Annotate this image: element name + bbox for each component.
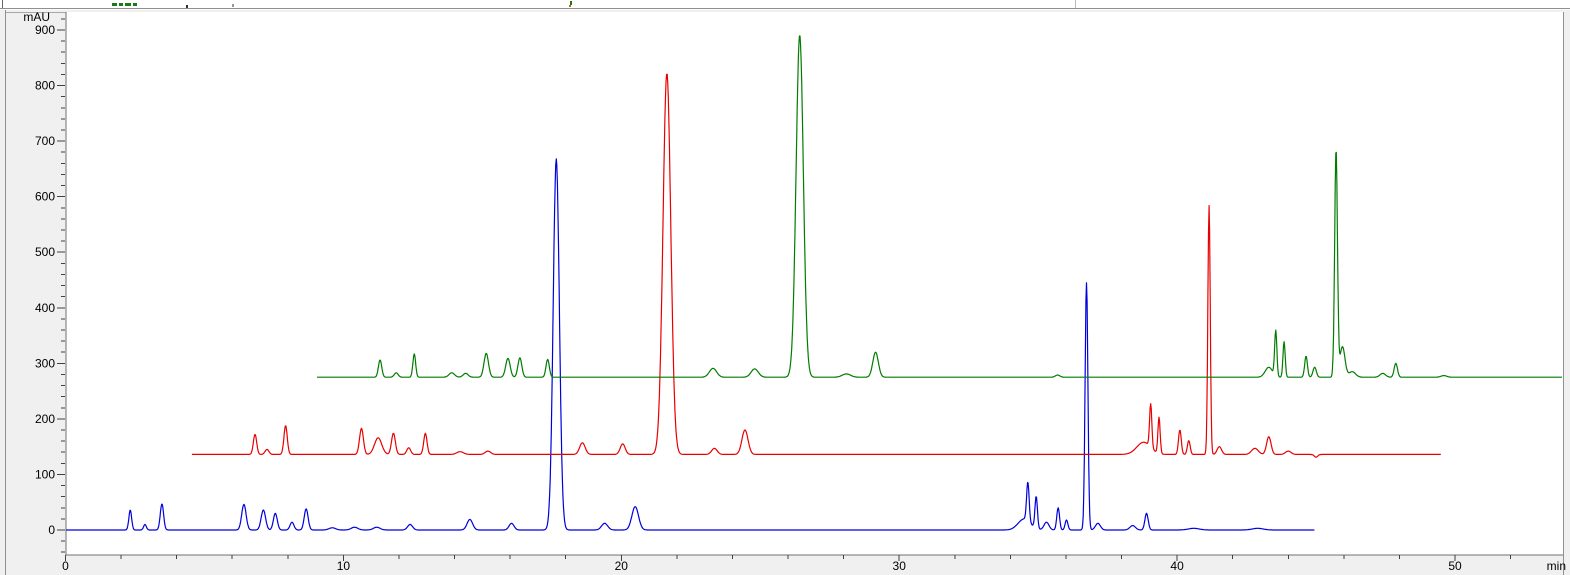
y-tick-label: 600 bbox=[35, 190, 55, 204]
y-tick-label: 900 bbox=[35, 23, 55, 37]
x-tick-label: 40 bbox=[1170, 559, 1184, 573]
window-border-sliver bbox=[2, 0, 3, 8]
signal-blue-trace bbox=[66, 158, 1315, 531]
y-tick-label: 500 bbox=[35, 245, 55, 259]
legend-text-sliver bbox=[570, 1, 572, 5]
signal-red-trace bbox=[191, 73, 1441, 458]
x-tick-label: 50 bbox=[1448, 559, 1462, 573]
legend-text-sliver bbox=[186, 5, 188, 8]
cutoff-header-strip bbox=[0, 0, 1570, 8]
y-tick-label: 700 bbox=[35, 134, 55, 148]
x-axis-unit-label: min bbox=[1547, 559, 1566, 573]
y-tick-label: 200 bbox=[35, 412, 55, 426]
panel-right-border bbox=[1563, 12, 1564, 575]
legend-text-sliver bbox=[232, 4, 234, 7]
y-tick-label: 300 bbox=[35, 356, 55, 370]
x-tick-label: 0 bbox=[62, 559, 69, 573]
y-tick-label: 400 bbox=[35, 301, 55, 315]
legend-text-sliver bbox=[133, 3, 137, 6]
legend-text-sliver bbox=[125, 3, 131, 6]
legend-text-sliver bbox=[112, 3, 117, 6]
y-tick-label: 0 bbox=[48, 523, 55, 537]
x-tick-label: 30 bbox=[893, 559, 907, 573]
header-divider bbox=[0, 8, 1570, 9]
y-axis-unit-label: mAU bbox=[23, 10, 50, 24]
panel-left-border bbox=[5, 10, 6, 575]
legend-text-sliver bbox=[119, 3, 123, 6]
pane-separator-sliver bbox=[1075, 0, 1076, 8]
x-tick-label: 20 bbox=[615, 559, 629, 573]
legend-text-sliver bbox=[569, 5, 571, 7]
header-divider-highlight bbox=[0, 9, 1570, 10]
plot-area[interactable] bbox=[66, 12, 1563, 555]
y-tick-label: 800 bbox=[35, 79, 55, 93]
y-tick-label: 100 bbox=[35, 467, 55, 481]
x-tick-label: 10 bbox=[337, 559, 351, 573]
signal-green-trace bbox=[317, 35, 1562, 378]
